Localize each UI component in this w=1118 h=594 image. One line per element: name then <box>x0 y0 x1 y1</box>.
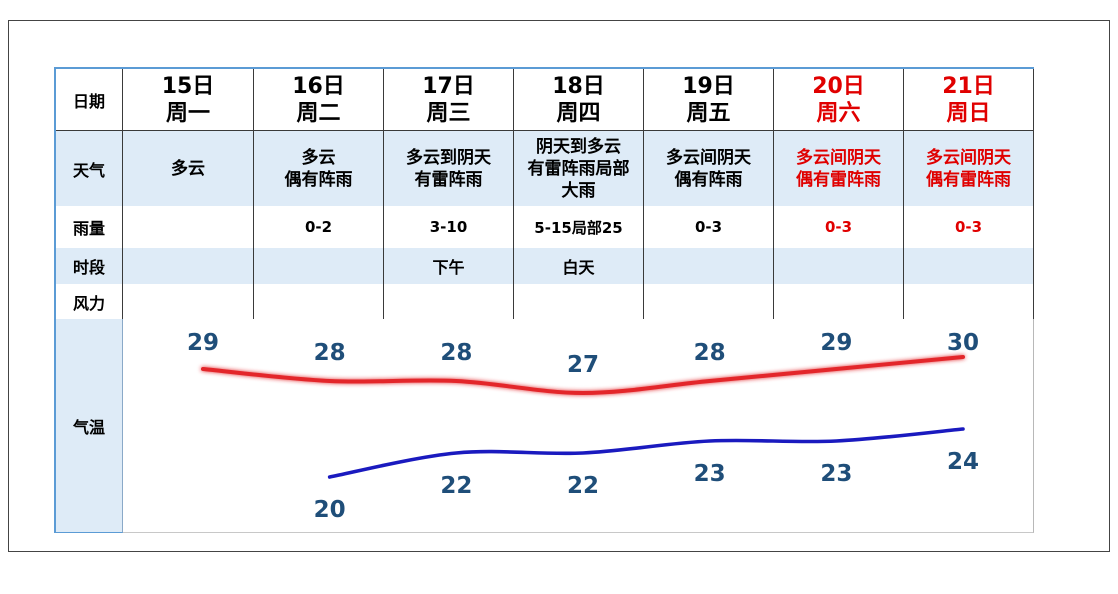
low-temperature-line <box>327 427 965 479</box>
day-header-21: 21日 周日 <box>904 69 1034 131</box>
period-cell-17: 下午 <box>384 248 514 284</box>
weather-line: 多云 <box>171 158 205 179</box>
temperature-row-label: 气温 <box>56 319 123 533</box>
weather-line: 大雨 <box>561 180 596 201</box>
day-weekday: 周二 <box>296 100 341 126</box>
weather-cell-19: 多云间阴天 偶有阵雨 <box>644 131 774 206</box>
high-temperature-label: 27 <box>567 352 599 378</box>
rain-cell-15 <box>123 206 254 248</box>
day-header-18: 18日 周四 <box>514 69 644 131</box>
day-date: 17日 <box>422 73 475 99</box>
rain-cell-18: 5-15局部25 <box>514 206 644 248</box>
weather-line: 多云间阴天 <box>796 147 881 168</box>
weather-line: 有雷阵雨局部 <box>527 158 630 179</box>
rain-cell-17: 3-10 <box>384 206 514 248</box>
low-temperature-label: 22 <box>440 473 472 499</box>
day-header-17: 17日 周三 <box>384 69 514 131</box>
high-temperature-line <box>201 355 965 395</box>
temperature-chart-area: 29 28 28 27 28 29 30 20 22 22 23 23 24 <box>123 319 1034 533</box>
rain-cell-16: 0-2 <box>254 206 384 248</box>
period-cell-15 <box>123 248 254 284</box>
high-temperature-label: 28 <box>440 340 472 366</box>
temperature-chart: 29 28 28 27 28 29 30 20 22 22 23 23 24 <box>187 330 979 523</box>
wind-cell-15 <box>123 284 254 319</box>
weather-line: 多云到阴天 <box>406 147 491 168</box>
weather-row-label: 天气 <box>56 131 123 206</box>
wind-row-label: 风力 <box>56 284 123 319</box>
high-temperature-series: 29 28 28 27 28 29 30 <box>187 330 979 395</box>
high-temperature-label: 29 <box>187 330 219 356</box>
day-weekday: 周五 <box>686 100 731 126</box>
high-temperature-label: 28 <box>314 340 346 366</box>
rain-cell-20: 0-3 <box>774 206 904 248</box>
weather-line: 阴天到多云 <box>536 136 621 157</box>
weather-cell-20: 多云间阴天 偶有雷阵雨 <box>774 131 904 206</box>
weather-line: 多云 <box>301 147 336 168</box>
day-header-19: 19日 周五 <box>644 69 774 131</box>
weather-line: 偶有雷阵雨 <box>926 169 1011 190</box>
low-temperature-label: 22 <box>567 473 599 499</box>
wind-cell-16 <box>254 284 384 319</box>
period-cell-18: 白天 <box>514 248 644 284</box>
period-cell-19 <box>644 248 774 284</box>
weather-cell-17: 多云到阴天 有雷阵雨 <box>384 131 514 206</box>
weather-line: 偶有雷阵雨 <box>796 169 881 190</box>
day-header-15: 15日 周一 <box>123 69 254 131</box>
day-weekday: 周六 <box>816 100 861 126</box>
low-temperature-label: 23 <box>694 461 726 487</box>
day-header-20: 20日 周六 <box>774 69 904 131</box>
low-temperature-series: 20 22 22 23 23 24 <box>314 427 979 523</box>
period-cell-21 <box>904 248 1034 284</box>
day-date: 15日 <box>161 73 215 99</box>
weather-cell-18: 阴天到多云 有雷阵雨局部 大雨 <box>514 131 644 206</box>
low-temperature-label: 20 <box>314 497 346 523</box>
weather-line: 多云间阴天 <box>926 147 1011 168</box>
day-header-16: 16日 周二 <box>254 69 384 131</box>
wind-cell-19 <box>644 284 774 319</box>
day-weekday: 周一 <box>165 100 210 126</box>
weather-line: 偶有阵雨 <box>284 169 353 190</box>
rain-cell-21: 0-3 <box>904 206 1034 248</box>
forecast-table: 日期 15日 周一 16日 周二 17日 周三 18日 周四 19日 周五 20… <box>54 67 1034 533</box>
date-row-label: 日期 <box>56 69 123 131</box>
rain-cell-19: 0-3 <box>644 206 774 248</box>
day-date: 20日 <box>812 73 865 99</box>
wind-cell-21 <box>904 284 1034 319</box>
low-temperature-label: 23 <box>820 461 852 487</box>
day-date: 16日 <box>292 73 345 99</box>
period-cell-16 <box>254 248 384 284</box>
wind-cell-18 <box>514 284 644 319</box>
weather-cell-16: 多云 偶有阵雨 <box>254 131 384 206</box>
weather-line: 偶有阵雨 <box>674 169 743 190</box>
day-date: 21日 <box>942 73 995 99</box>
day-weekday: 周四 <box>556 100 601 126</box>
day-weekday: 周三 <box>426 100 471 126</box>
outer-frame <box>8 20 1110 552</box>
low-temperature-label: 24 <box>947 449 979 475</box>
day-date: 18日 <box>552 73 605 99</box>
period-row-label: 时段 <box>56 248 123 284</box>
weather-line: 有雷阵雨 <box>414 169 483 190</box>
wind-cell-20 <box>774 284 904 319</box>
high-temperature-label: 30 <box>947 330 979 356</box>
weather-line: 多云间阴天 <box>666 147 751 168</box>
day-weekday: 周日 <box>946 100 991 126</box>
weather-cell-21: 多云间阴天 偶有雷阵雨 <box>904 131 1034 206</box>
rain-row-label: 雨量 <box>56 206 123 248</box>
weather-cell-15: 多云 <box>123 131 254 206</box>
period-cell-20 <box>774 248 904 284</box>
high-temperature-label: 29 <box>820 330 852 356</box>
wind-cell-17 <box>384 284 514 319</box>
high-temperature-label: 28 <box>694 340 726 366</box>
day-date: 19日 <box>682 73 735 99</box>
